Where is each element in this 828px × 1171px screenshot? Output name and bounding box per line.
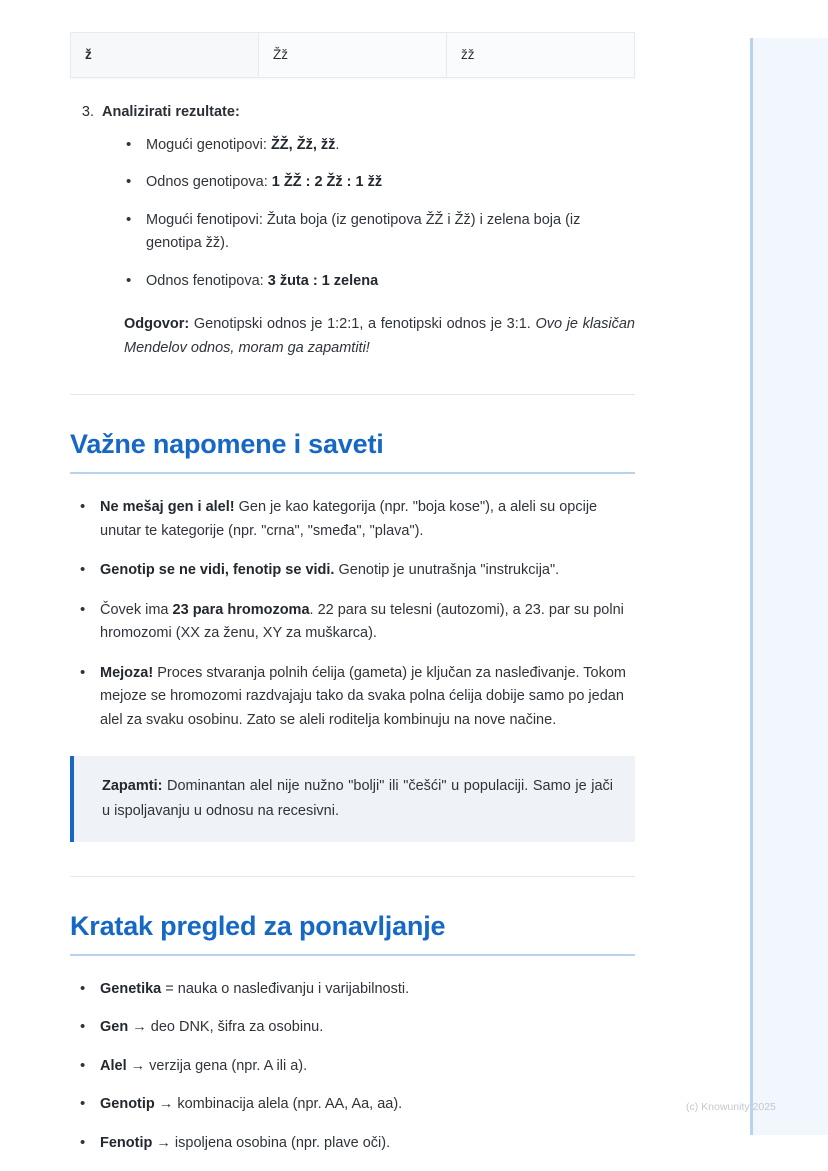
- bullet-text: → verzija gena (npr. A ili a).: [126, 1057, 308, 1074]
- step-item-analyze: Analizirati rezultate: Mogući genotipovi…: [98, 104, 635, 360]
- list-item: Genotip se ne vidi, fenotip se vidi. Gen…: [78, 558, 635, 583]
- section-divider: [70, 875, 635, 877]
- bullet-text: Mogući fenotipovi: Žuta boja (iz genotip…: [146, 211, 581, 252]
- bullet-emphasis: Mejoza!: [100, 664, 154, 681]
- bullet-text: Mogući genotipovi:: [146, 137, 271, 153]
- review-bullet-list: Genetika = nauka o nasleđivanju i varija…: [70, 977, 635, 1156]
- bullet-text: = nauka o nasleđivanju i varijabilnosti.: [161, 980, 410, 997]
- answer-label: Odgovor:: [124, 316, 190, 333]
- table-cell-gamete: ž: [70, 32, 259, 78]
- bullet-text: . 22 para su telesni (autozomi), a 23. p…: [100, 601, 624, 642]
- answer-note: Ovo je klasičan Mendelov odnos, moram ga…: [124, 316, 635, 356]
- answer-text: Genotipski odnos je 1:2:1, a fenotipski …: [189, 316, 536, 333]
- section-heading-notes: Važne napomene i saveti: [70, 429, 635, 475]
- bullet-text: Proces stvaranja polnih ćelija (gameta) …: [100, 664, 627, 728]
- bullet-text: Genotip je unutrašnja "instrukcija".: [334, 562, 560, 579]
- bullet-tail: .: [335, 137, 340, 153]
- list-item: Mogući fenotipovi: Žuta boja (iz genotip…: [124, 208, 635, 256]
- table-cell-genotype-1: Žž: [258, 32, 447, 78]
- bullet-emphasis: 1 ŽŽ : 2 Žž : 1 žž: [271, 174, 383, 191]
- callout-text: Dominantan alel nije nužno "bolji" ili "…: [102, 778, 613, 819]
- step-title: Analizirati rezultate:: [102, 104, 240, 120]
- bullet-text: → ispoljena osobina (npr. plave oči).: [152, 1134, 391, 1151]
- page-edge-band: [750, 38, 828, 1135]
- bullet-text: Odnos genotipova:: [146, 174, 272, 191]
- table-row: ž Žž žž: [70, 32, 635, 78]
- bullet-prefix: Čovek ima: [100, 601, 173, 618]
- steps-list: Analizirati rezultate: Mogući genotipovi…: [70, 104, 635, 360]
- list-item: Odnos fenotipova: 3 žuta : 1 zelena: [124, 269, 635, 294]
- watermark: (c) Knowunity 2025: [686, 1101, 776, 1113]
- notes-bullet-list: Ne mešaj gen i alel! Gen je kao kategori…: [70, 495, 635, 732]
- callout-paragraph: Zapamti: Dominantan alel nije nužno "bol…: [102, 774, 613, 823]
- bullet-emphasis: 23 para hromozoma: [172, 601, 310, 618]
- bullet-text: Odnos fenotipova:: [146, 272, 268, 289]
- bullet-text: Gen je kao kategorija (npr. "boja kose")…: [100, 499, 598, 539]
- list-item: Alel → verzija gena (npr. A ili a).: [78, 1054, 635, 1079]
- bullet-emphasis: Genetika: [100, 980, 162, 997]
- bullet-emphasis: Genotip se ne vidi, fenotip se vidi.: [100, 562, 335, 579]
- bullet-text: → deo DNK, šifra za osobinu.: [128, 1019, 324, 1036]
- results-bullet-list: Mogući genotipovi: ŽŽ, Žž, žž. Odnos gen…: [102, 133, 635, 294]
- document-content: ž Žž žž Analizirati rezultate: Mogući ge…: [70, 0, 635, 1170]
- section-divider: [70, 394, 635, 396]
- bullet-emphasis: 3 žuta : 1 zelena: [267, 272, 379, 289]
- callout-label: Zapamti:: [102, 778, 163, 795]
- answer-paragraph: Odgovor: Genotipski odnos je 1:2:1, a fe…: [124, 313, 635, 360]
- page-edge-line: [750, 38, 753, 1135]
- list-item: Čovek ima 23 para hromozoma. 22 para su …: [78, 598, 635, 646]
- bullet-emphasis: Genotip: [100, 1096, 155, 1113]
- list-item: Genetika = nauka o nasleđivanju i varija…: [78, 977, 635, 1002]
- table-cell-genotype-2: žž: [446, 32, 635, 78]
- remember-callout: Zapamti: Dominantan alel nije nužno "bol…: [70, 756, 635, 842]
- list-item: Genotip → kombinacija alela (npr. AA, Aa…: [78, 1092, 635, 1117]
- bullet-emphasis: Fenotip: [100, 1134, 153, 1151]
- list-item: Fenotip → ispoljena osobina (npr. plave …: [78, 1131, 635, 1156]
- punnett-table: ž Žž žž: [70, 32, 635, 78]
- list-item: Mejoza! Proces stvaranja polnih ćelija (…: [78, 661, 635, 732]
- document-page: ž Žž žž Analizirati rezultate: Mogući ge…: [0, 0, 750, 1171]
- list-item: Ne mešaj gen i alel! Gen je kao kategori…: [78, 495, 635, 543]
- bullet-emphasis: Gen: [100, 1019, 129, 1036]
- bullet-emphasis: Alel: [100, 1057, 127, 1074]
- bullet-text: → kombinacija alela (npr. AA, Aa, aa).: [154, 1096, 403, 1113]
- bullet-emphasis: Ne mešaj gen i alel!: [100, 499, 235, 516]
- list-item: Mogući genotipovi: ŽŽ, Žž, žž.: [124, 133, 635, 158]
- bullet-emphasis: ŽŽ, Žž, žž: [270, 137, 336, 153]
- list-item: Gen → deo DNK, šifra za osobinu.: [78, 1015, 635, 1040]
- list-item: Odnos genotipova: 1 ŽŽ : 2 Žž : 1 žž: [124, 170, 635, 195]
- section-heading-review: Kratak pregled za ponavljanje: [70, 911, 635, 956]
